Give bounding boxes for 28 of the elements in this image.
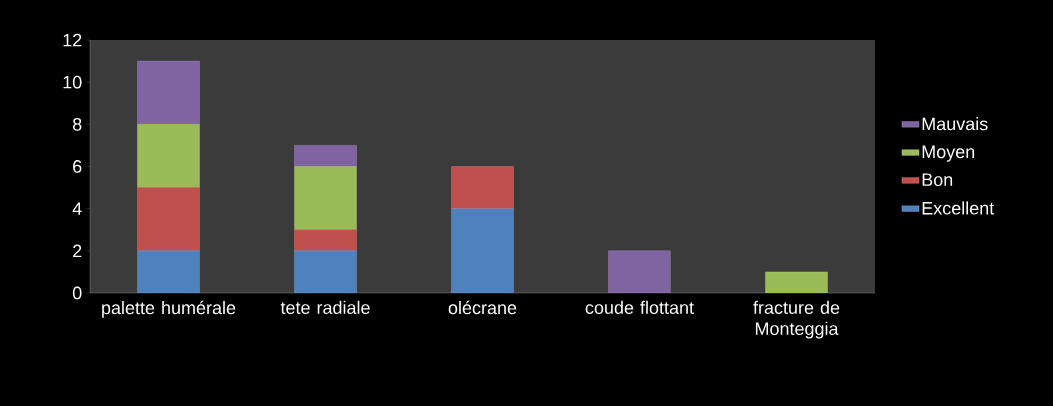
y-tick-label: 2	[73, 244, 82, 258]
bar	[294, 229, 357, 252]
bar	[137, 187, 200, 252]
bar	[294, 166, 357, 230]
bar	[137, 124, 200, 188]
y-tick-label: 10	[63, 75, 82, 89]
y-tick-label: 8	[72, 117, 82, 131]
x-tick-label: coude flottant	[585, 300, 694, 314]
bar	[294, 145, 357, 167]
legend-label: Mauvais	[922, 117, 988, 131]
bar	[137, 60, 200, 125]
x-tick-label: fracture de Monteggia	[753, 300, 840, 339]
x-tick-label: tete radiale	[280, 300, 370, 314]
x-tick-label: palette humérale	[102, 300, 236, 318]
y-tick-label: 12	[63, 33, 82, 47]
y-tick-label: 4	[72, 202, 82, 215]
legend-label: Bon	[922, 173, 953, 187]
legend-label: Excellent	[922, 201, 995, 215]
bar	[137, 250, 200, 293]
y-tick-label: 6	[73, 160, 82, 173]
bar	[451, 166, 514, 209]
bar	[765, 271, 828, 293]
y-tick-label: 0	[72, 286, 82, 300]
x-tick-label: olécrane	[448, 300, 517, 315]
bar	[294, 250, 357, 293]
bar	[451, 208, 514, 293]
bar	[608, 250, 671, 293]
legend-label: Moyen	[922, 145, 975, 162]
